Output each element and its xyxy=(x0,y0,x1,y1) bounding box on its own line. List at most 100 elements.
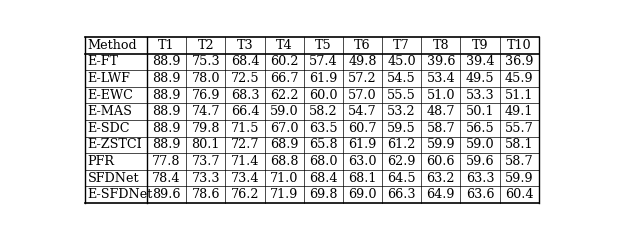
Text: 71.0: 71.0 xyxy=(270,172,298,184)
Text: 39.4: 39.4 xyxy=(466,55,494,68)
Text: 73.4: 73.4 xyxy=(230,172,259,184)
Text: 63.2: 63.2 xyxy=(427,172,455,184)
Text: 88.9: 88.9 xyxy=(152,122,181,135)
Text: PFR: PFR xyxy=(88,155,115,168)
Text: 48.7: 48.7 xyxy=(427,105,455,118)
Text: 63.6: 63.6 xyxy=(466,188,494,201)
Text: 71.9: 71.9 xyxy=(270,188,298,201)
Text: 39.6: 39.6 xyxy=(427,55,455,68)
Text: 74.7: 74.7 xyxy=(191,105,220,118)
Text: 45.0: 45.0 xyxy=(387,55,416,68)
Text: 59.6: 59.6 xyxy=(466,155,494,168)
Text: 59.0: 59.0 xyxy=(270,105,298,118)
Text: 49.1: 49.1 xyxy=(505,105,533,118)
Text: 63.0: 63.0 xyxy=(348,155,377,168)
Text: 50.1: 50.1 xyxy=(466,105,494,118)
Text: 71.5: 71.5 xyxy=(230,122,259,135)
Text: SFDNet: SFDNet xyxy=(88,172,139,184)
Text: 60.2: 60.2 xyxy=(270,55,298,68)
Text: 61.9: 61.9 xyxy=(348,138,377,151)
Text: 67.0: 67.0 xyxy=(270,122,298,135)
Text: 80.1: 80.1 xyxy=(191,138,220,151)
Text: 61.2: 61.2 xyxy=(387,138,416,151)
Text: 69.8: 69.8 xyxy=(309,188,337,201)
Text: 59.0: 59.0 xyxy=(466,138,494,151)
Text: 66.4: 66.4 xyxy=(230,105,259,118)
Text: 68.9: 68.9 xyxy=(270,138,298,151)
Text: T1: T1 xyxy=(158,39,175,52)
Text: 49.5: 49.5 xyxy=(466,72,494,85)
Text: 64.9: 64.9 xyxy=(427,188,455,201)
Text: 68.0: 68.0 xyxy=(309,155,337,168)
Text: 62.9: 62.9 xyxy=(387,155,416,168)
Text: 72.7: 72.7 xyxy=(230,138,259,151)
Text: 57.0: 57.0 xyxy=(348,88,377,101)
Text: 73.7: 73.7 xyxy=(191,155,220,168)
Text: 57.4: 57.4 xyxy=(309,55,338,68)
Text: 64.5: 64.5 xyxy=(387,172,416,184)
Text: 78.0: 78.0 xyxy=(191,72,220,85)
Text: 63.3: 63.3 xyxy=(466,172,494,184)
Text: 62.2: 62.2 xyxy=(270,88,298,101)
Text: 88.9: 88.9 xyxy=(152,105,181,118)
Text: 55.7: 55.7 xyxy=(505,122,534,135)
Text: T10: T10 xyxy=(507,39,532,52)
Text: T4: T4 xyxy=(276,39,292,52)
Text: T7: T7 xyxy=(394,39,410,52)
Text: 68.8: 68.8 xyxy=(270,155,298,168)
Text: 69.0: 69.0 xyxy=(348,188,377,201)
Text: 88.9: 88.9 xyxy=(152,88,181,101)
Text: 53.4: 53.4 xyxy=(426,72,455,85)
Text: 54.5: 54.5 xyxy=(387,72,416,85)
Text: 68.4: 68.4 xyxy=(309,172,337,184)
Text: 51.0: 51.0 xyxy=(427,88,455,101)
Text: 49.8: 49.8 xyxy=(348,55,377,68)
Text: 60.7: 60.7 xyxy=(348,122,377,135)
Text: T6: T6 xyxy=(354,39,371,52)
Text: T2: T2 xyxy=(197,39,214,52)
Text: 58.2: 58.2 xyxy=(309,105,338,118)
Text: T9: T9 xyxy=(472,39,488,52)
Text: 68.1: 68.1 xyxy=(348,172,377,184)
Text: 78.6: 78.6 xyxy=(191,188,220,201)
Text: 71.4: 71.4 xyxy=(231,155,259,168)
Text: E-SFDNet: E-SFDNet xyxy=(88,188,153,201)
Text: 60.4: 60.4 xyxy=(505,188,534,201)
Text: 63.5: 63.5 xyxy=(309,122,338,135)
Text: E-MAS: E-MAS xyxy=(88,105,132,118)
Text: 58.1: 58.1 xyxy=(505,138,534,151)
Text: 45.9: 45.9 xyxy=(505,72,534,85)
Text: 54.7: 54.7 xyxy=(348,105,377,118)
Text: 56.5: 56.5 xyxy=(466,122,494,135)
Text: Method: Method xyxy=(88,39,137,52)
Text: 68.4: 68.4 xyxy=(230,55,259,68)
Text: 58.7: 58.7 xyxy=(505,155,534,168)
Text: 73.3: 73.3 xyxy=(191,172,220,184)
Text: 66.7: 66.7 xyxy=(270,72,298,85)
Text: 36.9: 36.9 xyxy=(505,55,534,68)
Text: 68.3: 68.3 xyxy=(230,88,259,101)
Text: 53.3: 53.3 xyxy=(466,88,494,101)
Text: 60.6: 60.6 xyxy=(427,155,455,168)
Text: E-LWF: E-LWF xyxy=(88,72,131,85)
Text: 77.8: 77.8 xyxy=(152,155,181,168)
Text: E-FT: E-FT xyxy=(88,55,118,68)
Text: E-ZSTCI: E-ZSTCI xyxy=(88,138,142,151)
Text: 59.9: 59.9 xyxy=(426,138,455,151)
Text: 59.9: 59.9 xyxy=(505,172,534,184)
Text: 53.2: 53.2 xyxy=(387,105,416,118)
Text: 88.9: 88.9 xyxy=(152,138,181,151)
Text: 88.9: 88.9 xyxy=(152,55,181,68)
Text: 55.5: 55.5 xyxy=(387,88,416,101)
Text: 79.8: 79.8 xyxy=(191,122,220,135)
Text: 88.9: 88.9 xyxy=(152,72,181,85)
Text: 65.8: 65.8 xyxy=(309,138,338,151)
Text: T5: T5 xyxy=(315,39,332,52)
Text: 58.7: 58.7 xyxy=(426,122,455,135)
Text: 57.2: 57.2 xyxy=(348,72,377,85)
Text: 75.3: 75.3 xyxy=(191,55,220,68)
Text: T3: T3 xyxy=(237,39,253,52)
Text: 76.9: 76.9 xyxy=(191,88,220,101)
Text: 59.5: 59.5 xyxy=(387,122,416,135)
Text: 60.0: 60.0 xyxy=(309,88,337,101)
